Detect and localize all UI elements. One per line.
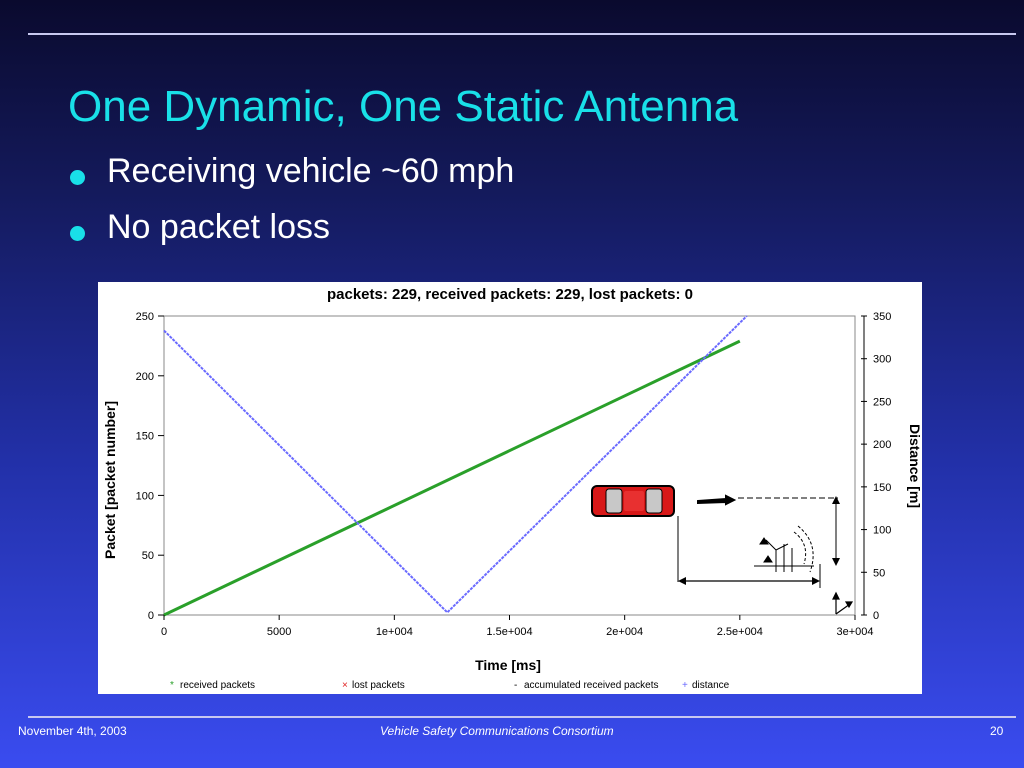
car-diagram xyxy=(591,485,854,615)
x-tick-label: 0 xyxy=(161,626,167,638)
antenna-icon xyxy=(754,525,814,573)
x-axis-label: Time [ms] xyxy=(475,657,541,673)
x-tick-label: 1e+004 xyxy=(376,626,413,638)
direction-arrow-icon xyxy=(697,494,737,506)
y2-tick-label: 0 xyxy=(873,610,879,622)
chart-axes xyxy=(163,315,865,616)
axis-indicator-icon xyxy=(832,591,854,615)
chart-svg: packets: 229, received packets: 229, los… xyxy=(102,286,922,691)
x-tick-label: 2e+004 xyxy=(606,626,643,638)
plot-area xyxy=(163,315,856,616)
bullet-text: Receiving vehicle ~60 mph xyxy=(107,152,515,190)
legend-marker: + xyxy=(682,680,688,691)
x-tick-label: 1.5e+004 xyxy=(486,626,532,638)
y-tick-label: 250 xyxy=(136,311,154,323)
y-tick-label: 150 xyxy=(136,431,154,443)
y2-tick-label: 100 xyxy=(873,525,891,537)
y-axis-label: Packet [packet number] xyxy=(102,401,118,559)
y2-tick-label: 200 xyxy=(873,439,891,451)
chart-title: packets: 229, received packets: 229, los… xyxy=(327,286,693,303)
chart-legend: * received packets × lost packets - accumulat… xyxy=(170,680,730,691)
y2-tick-label: 250 xyxy=(873,396,891,408)
y2-tick-label: 350 xyxy=(873,311,891,323)
bullet-text: No packet loss xyxy=(107,208,330,246)
legend-item: distance xyxy=(692,680,730,691)
y-tick-label: 0 xyxy=(148,610,154,622)
legend-item: lost packets xyxy=(352,680,405,691)
x-tick-label: 3e+004 xyxy=(836,626,873,638)
y2-tick-label: 300 xyxy=(873,354,891,366)
footer-organization: Vehicle Safety Communications Consortium xyxy=(380,724,614,738)
page-number: 20 xyxy=(990,724,1004,738)
legend-marker: * xyxy=(170,680,174,691)
y-tick-label: 50 xyxy=(142,550,154,562)
legend-item: received packets xyxy=(180,680,255,691)
x-tick-label: 2.5e+004 xyxy=(717,626,763,638)
y2-tick-label: 50 xyxy=(873,567,885,579)
y-tick-label: 200 xyxy=(136,371,154,383)
legend-marker: × xyxy=(342,680,348,691)
car-icon xyxy=(591,485,675,517)
series-received-packets xyxy=(163,339,741,617)
chart-series xyxy=(163,315,748,617)
chart-ticks: 0 5000 1e+004 1.5e+004 2e+004 2.5e+004 3e+0040… xyxy=(136,311,892,638)
top-rule xyxy=(28,33,1016,35)
footer-date: November 4th, 2003 xyxy=(18,724,127,738)
legend-marker: - xyxy=(514,680,517,691)
y2-tick-label: 150 xyxy=(873,482,891,494)
legend-item: accumulated received packets xyxy=(524,680,659,691)
x-tick-label: 5000 xyxy=(267,626,291,638)
slide-title: One Dynamic, One Static Antenna xyxy=(68,82,739,131)
bullet-dot-icon xyxy=(70,170,85,185)
y2-axis-label: Distance [m] xyxy=(907,424,922,508)
series-distance xyxy=(163,315,748,614)
bottom-rule xyxy=(28,716,1016,718)
chart-panel: packets: 229, received packets: 229, los… xyxy=(98,282,922,694)
y-tick-label: 100 xyxy=(136,490,154,502)
bullet-dot-icon xyxy=(70,226,85,241)
